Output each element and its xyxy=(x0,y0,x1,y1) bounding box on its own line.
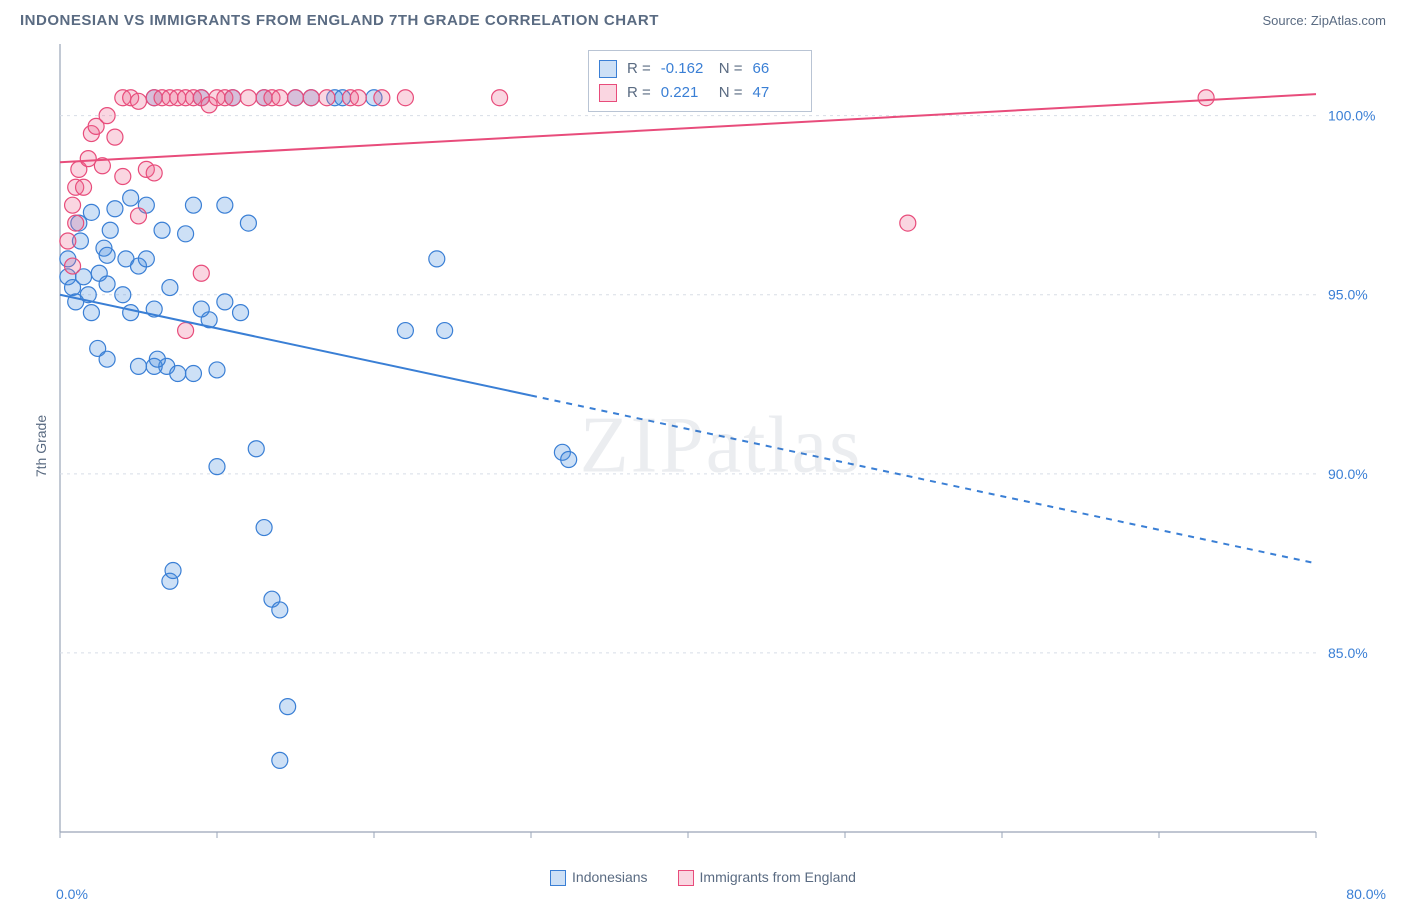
scatter-point xyxy=(185,366,201,382)
scatter-point xyxy=(115,169,131,185)
stats-row: R = 0.221 N = 47 xyxy=(599,81,801,105)
correlation-stats-box: R = -0.162 N = 66 R = 0.221 N = 47 xyxy=(588,50,812,112)
scatter-point xyxy=(154,222,170,238)
scatter-point xyxy=(256,520,272,536)
scatter-point xyxy=(165,563,181,579)
scatter-point xyxy=(217,294,233,310)
scatter-point xyxy=(350,90,366,106)
x-tick-80: 80.0% xyxy=(1346,886,1386,902)
scatter-point xyxy=(209,459,225,475)
scatter-point xyxy=(178,323,194,339)
scatter-point xyxy=(83,204,99,220)
chart-plot-area: 85.0%90.0%95.0%100.0% ZIPatlas xyxy=(56,40,1386,852)
y-tick-label: 95.0% xyxy=(1328,287,1368,303)
scatter-point xyxy=(107,201,123,217)
scatter-point xyxy=(280,699,296,715)
stat-r-label: R = xyxy=(627,81,651,105)
scatter-point xyxy=(397,323,413,339)
y-tick-label: 100.0% xyxy=(1328,108,1375,124)
trend-line xyxy=(60,295,531,396)
scatter-point xyxy=(240,215,256,231)
source-prefix: Source: xyxy=(1262,13,1310,28)
scatter-point xyxy=(107,129,123,145)
legend-label: Indonesians xyxy=(572,869,648,885)
legend-item: Indonesians xyxy=(550,869,648,886)
stat-n-label: N = xyxy=(719,57,743,81)
stats-row: R = -0.162 N = 66 xyxy=(599,57,801,81)
y-tick-label: 90.0% xyxy=(1328,466,1368,482)
scatter-point xyxy=(240,90,256,106)
scatter-point xyxy=(65,258,81,274)
scatter-point xyxy=(272,90,288,106)
scatter-point xyxy=(68,215,84,231)
scatter-point xyxy=(492,90,508,106)
scatter-point xyxy=(193,301,209,317)
scatter-point xyxy=(233,305,249,321)
scatter-point xyxy=(319,90,335,106)
scatter-point xyxy=(83,305,99,321)
scatter-point xyxy=(900,215,916,231)
source-label: Source: ZipAtlas.com xyxy=(1262,13,1386,28)
scatter-point xyxy=(248,441,264,457)
scatter-point xyxy=(374,90,390,106)
scatter-point xyxy=(1198,90,1214,106)
y-axis-label: 7th Grade xyxy=(33,415,49,477)
scatter-point xyxy=(193,265,209,281)
bottom-legend: Indonesians Immigrants from England xyxy=(0,869,1406,886)
trend-line-extrapolated xyxy=(531,395,1316,563)
scatter-point xyxy=(272,602,288,618)
stat-r-value: 0.221 xyxy=(661,81,709,105)
stat-r-value: -0.162 xyxy=(661,57,709,81)
scatter-point xyxy=(217,197,233,213)
scatter-point xyxy=(115,287,131,303)
scatter-point xyxy=(76,179,92,195)
chart-title: INDONESIAN VS IMMIGRANTS FROM ENGLAND 7T… xyxy=(20,12,659,29)
scatter-point xyxy=(99,247,115,263)
scatter-point xyxy=(123,305,139,321)
scatter-point xyxy=(178,226,194,242)
scatter-point xyxy=(429,251,445,267)
scatter-point xyxy=(146,165,162,181)
chart-header: INDONESIAN VS IMMIGRANTS FROM ENGLAND 7T… xyxy=(0,0,1406,40)
legend-label: Immigrants from England xyxy=(700,869,856,885)
stat-n-value: 66 xyxy=(753,57,801,81)
scatter-point xyxy=(185,197,201,213)
legend-swatch xyxy=(550,870,566,886)
scatter-point xyxy=(397,90,413,106)
legend-swatch xyxy=(599,60,617,78)
scatter-point xyxy=(102,222,118,238)
x-tick-0: 0.0% xyxy=(56,886,88,902)
scatter-point xyxy=(99,108,115,124)
source-name: ZipAtlas.com xyxy=(1311,13,1386,28)
stat-n-label: N = xyxy=(719,81,743,105)
legend-swatch xyxy=(599,84,617,102)
y-tick-label: 85.0% xyxy=(1328,645,1368,661)
scatter-point xyxy=(65,197,81,213)
scatter-point xyxy=(131,358,147,374)
scatter-plot-svg: 85.0% 90.0% 95.0% 100.0% xyxy=(56,40,1386,852)
stat-n-value: 47 xyxy=(753,81,801,105)
scatter-point xyxy=(149,351,165,367)
scatter-point xyxy=(437,323,453,339)
scatter-point xyxy=(138,251,154,267)
scatter-point xyxy=(91,265,107,281)
legend-swatch xyxy=(678,870,694,886)
scatter-point xyxy=(561,451,577,467)
scatter-point xyxy=(170,366,186,382)
scatter-point xyxy=(131,208,147,224)
scatter-point xyxy=(123,190,139,206)
stat-r-label: R = xyxy=(627,57,651,81)
scatter-point xyxy=(209,362,225,378)
scatter-point xyxy=(288,90,304,106)
legend-item: Immigrants from England xyxy=(678,869,856,886)
scatter-point xyxy=(60,233,76,249)
scatter-point xyxy=(225,90,241,106)
scatter-point xyxy=(272,752,288,768)
scatter-point xyxy=(162,280,178,296)
scatter-point xyxy=(303,90,319,106)
scatter-point xyxy=(80,151,96,167)
scatter-point xyxy=(131,93,147,109)
scatter-point xyxy=(99,351,115,367)
